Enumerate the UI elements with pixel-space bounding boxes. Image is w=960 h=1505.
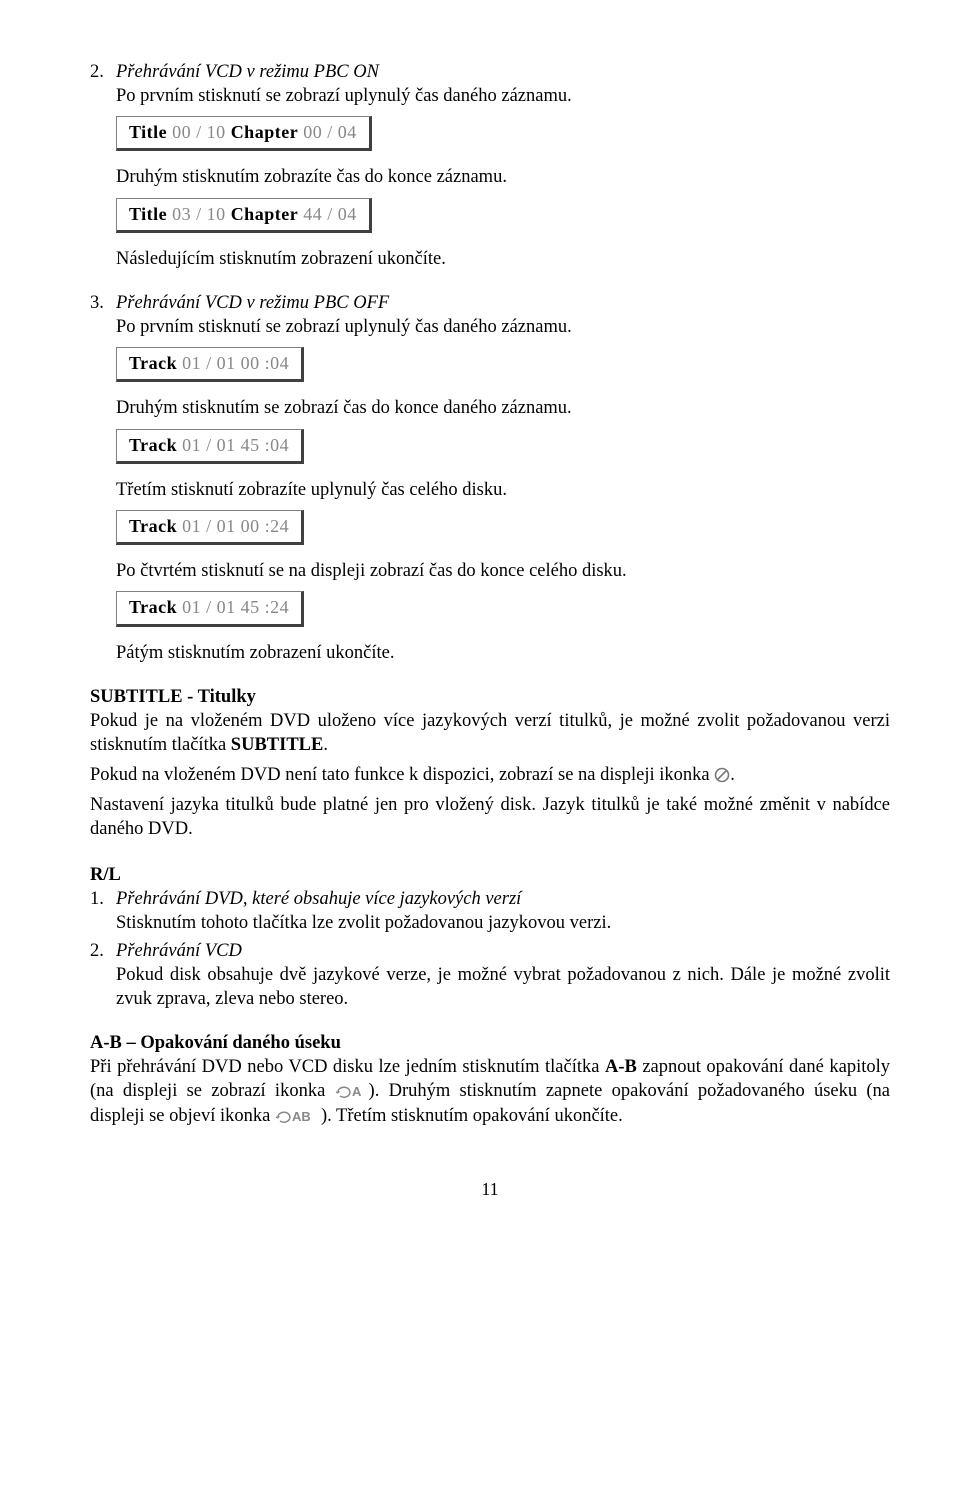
osd-label: Title [129, 204, 167, 224]
item-title: Přehrávání VCD v režimu PBC ON [116, 60, 890, 84]
item-title: Přehrávání VCD v režimu PBC OFF [116, 291, 890, 315]
osd-box: Title 00 / 10 Chapter 00 / 04 [116, 116, 372, 151]
para: Pokud disk obsahuje dvě jazykové verze, … [116, 963, 890, 1011]
item-body: Přehrávání VCD v režimu PBC OFF Po první… [116, 291, 890, 665]
rl-section: R/L 1. Přehrávání DVD, které obsahuje ví… [90, 863, 890, 1011]
item-number: 2. [90, 60, 116, 271]
osd-box: Track 01 / 01 45 :04 [116, 429, 304, 464]
item-title: Přehrávání DVD, které obsahuje více jazy… [116, 887, 890, 911]
osd-value: 01 / 01 45 :24 [177, 597, 289, 617]
subtitle-section: SUBTITLE - Titulky Pokud je na vloženém … [90, 685, 890, 841]
text: Pokud je na vloženém DVD uloženo více ja… [90, 711, 890, 755]
section-heading: A-B – Opakování daného úseku [90, 1031, 890, 1055]
repeat-ab-icon: AB [275, 1108, 321, 1124]
text: Při přehrávání DVD nebo VCD disku lze je… [90, 1057, 605, 1077]
osd-label: Track [129, 353, 177, 373]
para: Třetím stisknutí zobrazíte uplynulý čas … [116, 478, 890, 502]
section-heading: SUBTITLE - Titulky [90, 685, 890, 709]
section-3: 3. Přehrávání VCD v režimu PBC OFF Po pr… [90, 291, 890, 665]
osd-label: Track [129, 597, 177, 617]
text: ). Třetím stisknutím opakování ukončíte. [321, 1106, 623, 1126]
para: Následujícím stisknutím zobrazení ukončí… [116, 247, 890, 271]
ab-button-name: A-B [605, 1057, 637, 1077]
osd-value: 00 / 10 [167, 122, 231, 142]
item-body: Přehrávání VCD v režimu PBC ON Po prvním… [116, 60, 890, 271]
list-item: 2. Přehrávání VCD Pokud disk obsahuje dv… [90, 939, 890, 1011]
item-title: Přehrávání VCD [116, 939, 890, 963]
osd-value: 01 / 01 45 :04 [177, 435, 289, 455]
para: Při přehrávání DVD nebo VCD disku lze je… [90, 1055, 890, 1127]
text: . [730, 765, 735, 785]
list-item: 1. Přehrávání DVD, které obsahuje více j… [90, 887, 890, 935]
svg-text:AB: AB [292, 1109, 311, 1124]
page-number: 11 [90, 1178, 890, 1201]
item-body: Přehrávání DVD, které obsahuje více jazy… [116, 887, 890, 935]
section-heading: R/L [90, 863, 890, 887]
para: Pokud na vloženém DVD není tato funkce k… [90, 763, 890, 787]
item-number: 1. [90, 887, 116, 935]
para: Po prvním stisknutí se zobrazí uplynulý … [116, 315, 890, 339]
osd-label: Title [129, 122, 167, 142]
para: Po čtvrtém stisknutí se na displeji zobr… [116, 559, 890, 583]
osd-box: Track 01 / 01 00 :24 [116, 510, 304, 545]
svg-text:A: A [352, 1084, 362, 1099]
para: Stisknutím tohoto tlačítka lze zvolit po… [116, 911, 890, 935]
para: Pokud je na vloženém DVD uloženo více ja… [90, 709, 890, 757]
osd-label: Track [129, 435, 177, 455]
osd-label: Track [129, 516, 177, 536]
osd-label: Chapter [231, 204, 299, 224]
osd-value: 44 / 04 [298, 204, 357, 224]
text: Pokud na vloženém DVD není tato funkce k… [90, 765, 714, 785]
subtitle-button-name: SUBTITLE [231, 735, 324, 755]
osd-box: Track 01 / 01 00 :04 [116, 347, 304, 382]
forbidden-icon [714, 767, 730, 783]
section-2: 2. Přehrávání VCD v režimu PBC ON Po prv… [90, 60, 890, 271]
text: . [323, 735, 328, 755]
osd-box: Title 03 / 10 Chapter 44 / 04 [116, 198, 372, 233]
para: Po prvním stisknutí se zobrazí uplynulý … [116, 84, 890, 108]
osd-value: 01 / 01 00 :24 [177, 516, 289, 536]
osd-value: 00 / 04 [298, 122, 357, 142]
osd-label: Chapter [231, 122, 299, 142]
item-number: 3. [90, 291, 116, 665]
repeat-a-icon: A [335, 1083, 369, 1099]
para: Nastavení jazyka titulků bude platné jen… [90, 793, 890, 841]
para: Druhým stisknutím se zobrazí čas do konc… [116, 396, 890, 420]
item-body: Přehrávání VCD Pokud disk obsahuje dvě j… [116, 939, 890, 1011]
osd-value: 01 / 01 00 :04 [177, 353, 289, 373]
osd-value: 03 / 10 [167, 204, 231, 224]
osd-box: Track 01 / 01 45 :24 [116, 591, 304, 626]
para: Pátým stisknutím zobrazení ukončíte. [116, 641, 890, 665]
item-number: 2. [90, 939, 116, 1011]
ab-section: A-B – Opakování daného úseku Při přehráv… [90, 1031, 890, 1127]
para: Druhým stisknutím zobrazíte čas do konce… [116, 165, 890, 189]
